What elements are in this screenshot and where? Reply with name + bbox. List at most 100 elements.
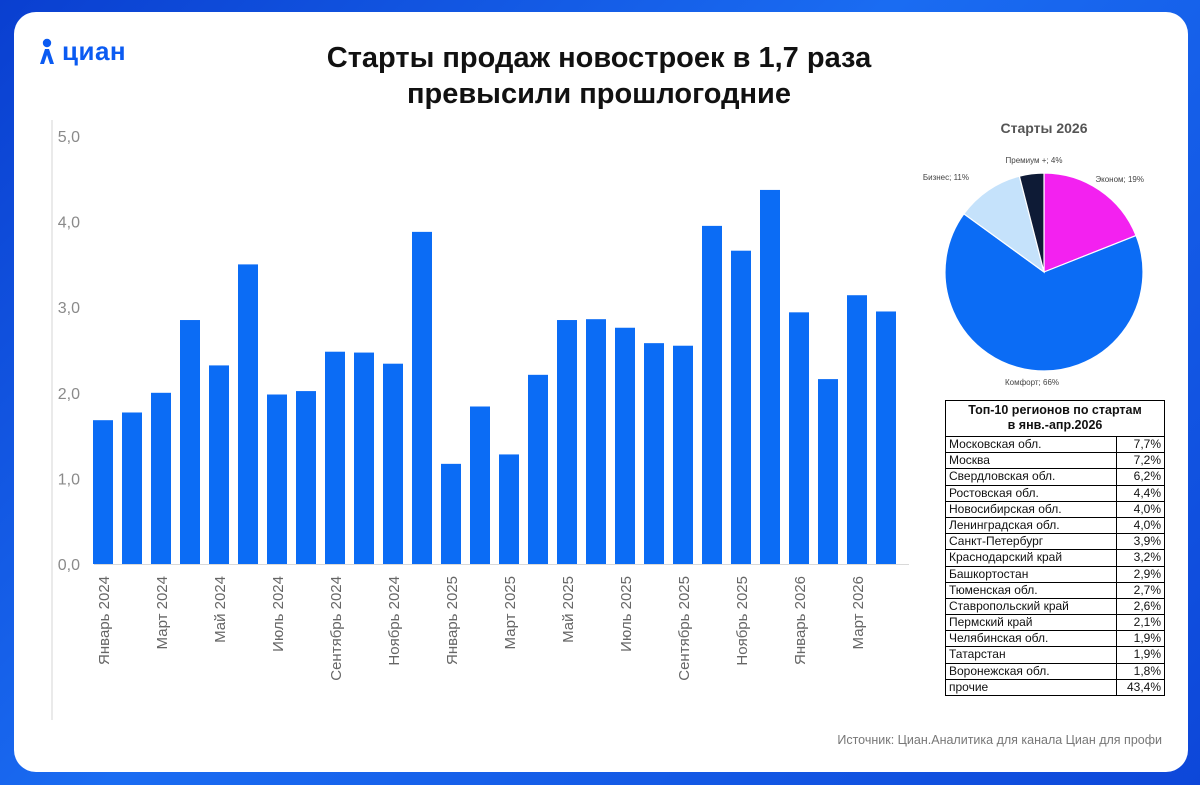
bar (644, 343, 664, 564)
table-row: Свердловская обл. 6,2% (946, 469, 1164, 486)
y-tick-label: 0,0 (58, 557, 80, 574)
x-tick-label: Сентябрь 2025 (676, 576, 693, 681)
page-title: Старты продаж новостроек в 1,7 раза прев… (264, 40, 934, 112)
bar (412, 231, 432, 564)
x-tick-label: Ноябрь 2024 (386, 576, 403, 666)
region-name: Татарстан (946, 647, 1117, 663)
region-name: Тюменская обл. (946, 582, 1117, 598)
x-tick-label: Январь 2024 (96, 576, 113, 665)
bar (151, 392, 171, 564)
bar (209, 365, 229, 564)
table-row: Ставропольский край 2,6% (946, 598, 1164, 616)
region-name: Новосибирская обл. (946, 501, 1117, 517)
region-name: Ставропольский край (946, 598, 1117, 615)
table-row: прочие 43,4% (946, 679, 1164, 695)
table-row: Краснодарский край 3,2% (946, 550, 1164, 567)
region-share: 2,1% (1133, 615, 1161, 630)
x-tick-label: Март 2024 (154, 576, 171, 649)
source-note: Источник: Циан.Аналитика для канала Циан… (837, 733, 1162, 747)
x-tick-label: Май 2024 (212, 576, 229, 643)
region-name: Башкортостан (946, 566, 1117, 582)
region-share: 2,6% (1133, 598, 1161, 613)
bar (615, 327, 635, 564)
table-row: Московская обл. 7,7% (946, 437, 1164, 454)
pie-label: Премиум +; 4% (1006, 156, 1063, 165)
region-name: Московская обл. (946, 437, 1117, 453)
bar (789, 312, 809, 564)
table-row: Башкортостан 2,9% (946, 566, 1164, 583)
table-row: Тюменская обл. 2,7% (946, 582, 1164, 599)
y-tick-label: 4,0 (58, 215, 80, 232)
region-share: 6,2% (1133, 469, 1161, 484)
x-tick-label: Январь 2026 (792, 576, 809, 665)
bar-chart: 0,0 1,0 2,0 3,0 4,0 5,0 Январь 2024 Март 2024 Ма… (51, 120, 909, 720)
bar (731, 250, 751, 565)
region-name: Москва (946, 453, 1117, 469)
table-row: Ленинградская обл. 4,0% (946, 517, 1164, 535)
y-tick-label: 2,0 (58, 386, 80, 403)
title-line-1: Старты продаж новостроек в 1,7 раза (326, 42, 872, 74)
x-tick-label: Март 2026 (850, 576, 867, 649)
bar (499, 454, 519, 564)
bar (354, 352, 374, 564)
region-name: Воронежская обл. (946, 663, 1117, 679)
pie-slice (1043, 172, 1137, 273)
region-share: 1,9% (1133, 631, 1161, 646)
x-tick-label: Июль 2025 (618, 576, 635, 652)
region-share: 4,0% (1133, 517, 1161, 532)
region-share: 3,9% (1133, 534, 1161, 549)
pie-label: Комфорт; 66% (1005, 378, 1059, 387)
pie-title: Старты 2026 (1000, 120, 1088, 136)
y-tick-label: 5,0 (58, 129, 80, 146)
table-row: Санкт-Петербург 3,9% (946, 534, 1164, 551)
region-name: Краснодарский край (946, 550, 1117, 566)
bar (760, 189, 780, 565)
table-row: Москва 7,2% (946, 453, 1164, 470)
table-row: Воронежская обл. 1,8% (946, 663, 1164, 680)
region-share: 4,4% (1133, 485, 1161, 500)
bar (528, 374, 548, 564)
brand-name: циан (62, 36, 127, 66)
bar (122, 412, 142, 564)
chart-card: циан Старты продаж новостроек в 1,7 раза… (14, 12, 1188, 772)
pie-label: Эконом; 19% (1095, 175, 1144, 184)
table-header: Топ-10 регионов по стартам в янв.-апр.20… (946, 401, 1164, 437)
bar (383, 363, 403, 564)
region-name: Санкт-Петербург (946, 534, 1117, 550)
pie-label: Бизнес; 11% (923, 173, 969, 182)
x-tick-label: Январь 2025 (444, 576, 461, 665)
pie-slice (963, 175, 1045, 274)
regions-table: Топ-10 регионов по стартам в янв.-апр.20… (945, 400, 1165, 696)
region-share: 2,9% (1133, 566, 1161, 581)
bar (441, 463, 461, 564)
bar (325, 351, 345, 564)
bar (847, 295, 867, 564)
bar (267, 394, 287, 564)
bar (702, 225, 722, 564)
bar (818, 379, 838, 564)
region-share: 7,2% (1133, 453, 1161, 468)
region-name: Челябинская обл. (946, 631, 1117, 647)
bar (557, 320, 577, 564)
table-title-line-1: Топ-10 регионов по стартам (968, 403, 1142, 417)
cian-logo[interactable]: циан (36, 36, 126, 67)
region-share: 7,7% (1133, 437, 1161, 451)
bar (296, 391, 316, 564)
x-tick-label: Ноябрь 2025 (734, 576, 751, 666)
bar (673, 345, 693, 564)
bar (470, 406, 490, 564)
region-share: 3,2% (1133, 550, 1161, 565)
table-row: Пермский край 2,1% (946, 615, 1164, 632)
region-name: прочие (946, 679, 1117, 695)
region-name: Пермский край (946, 615, 1117, 631)
table-row: Татарстан 1,9% (946, 647, 1164, 664)
pie-slice (944, 212, 1144, 372)
title-line-2: превысили прошлогодние (407, 78, 791, 110)
region-name: Свердловская обл. (946, 469, 1117, 485)
region-share: 1,8% (1133, 663, 1161, 678)
table-row: Ростовская обл. 4,4% (946, 485, 1164, 502)
bar (586, 319, 606, 564)
bar (180, 320, 200, 564)
bar (238, 264, 258, 564)
y-tick-label: 3,0 (58, 300, 80, 317)
